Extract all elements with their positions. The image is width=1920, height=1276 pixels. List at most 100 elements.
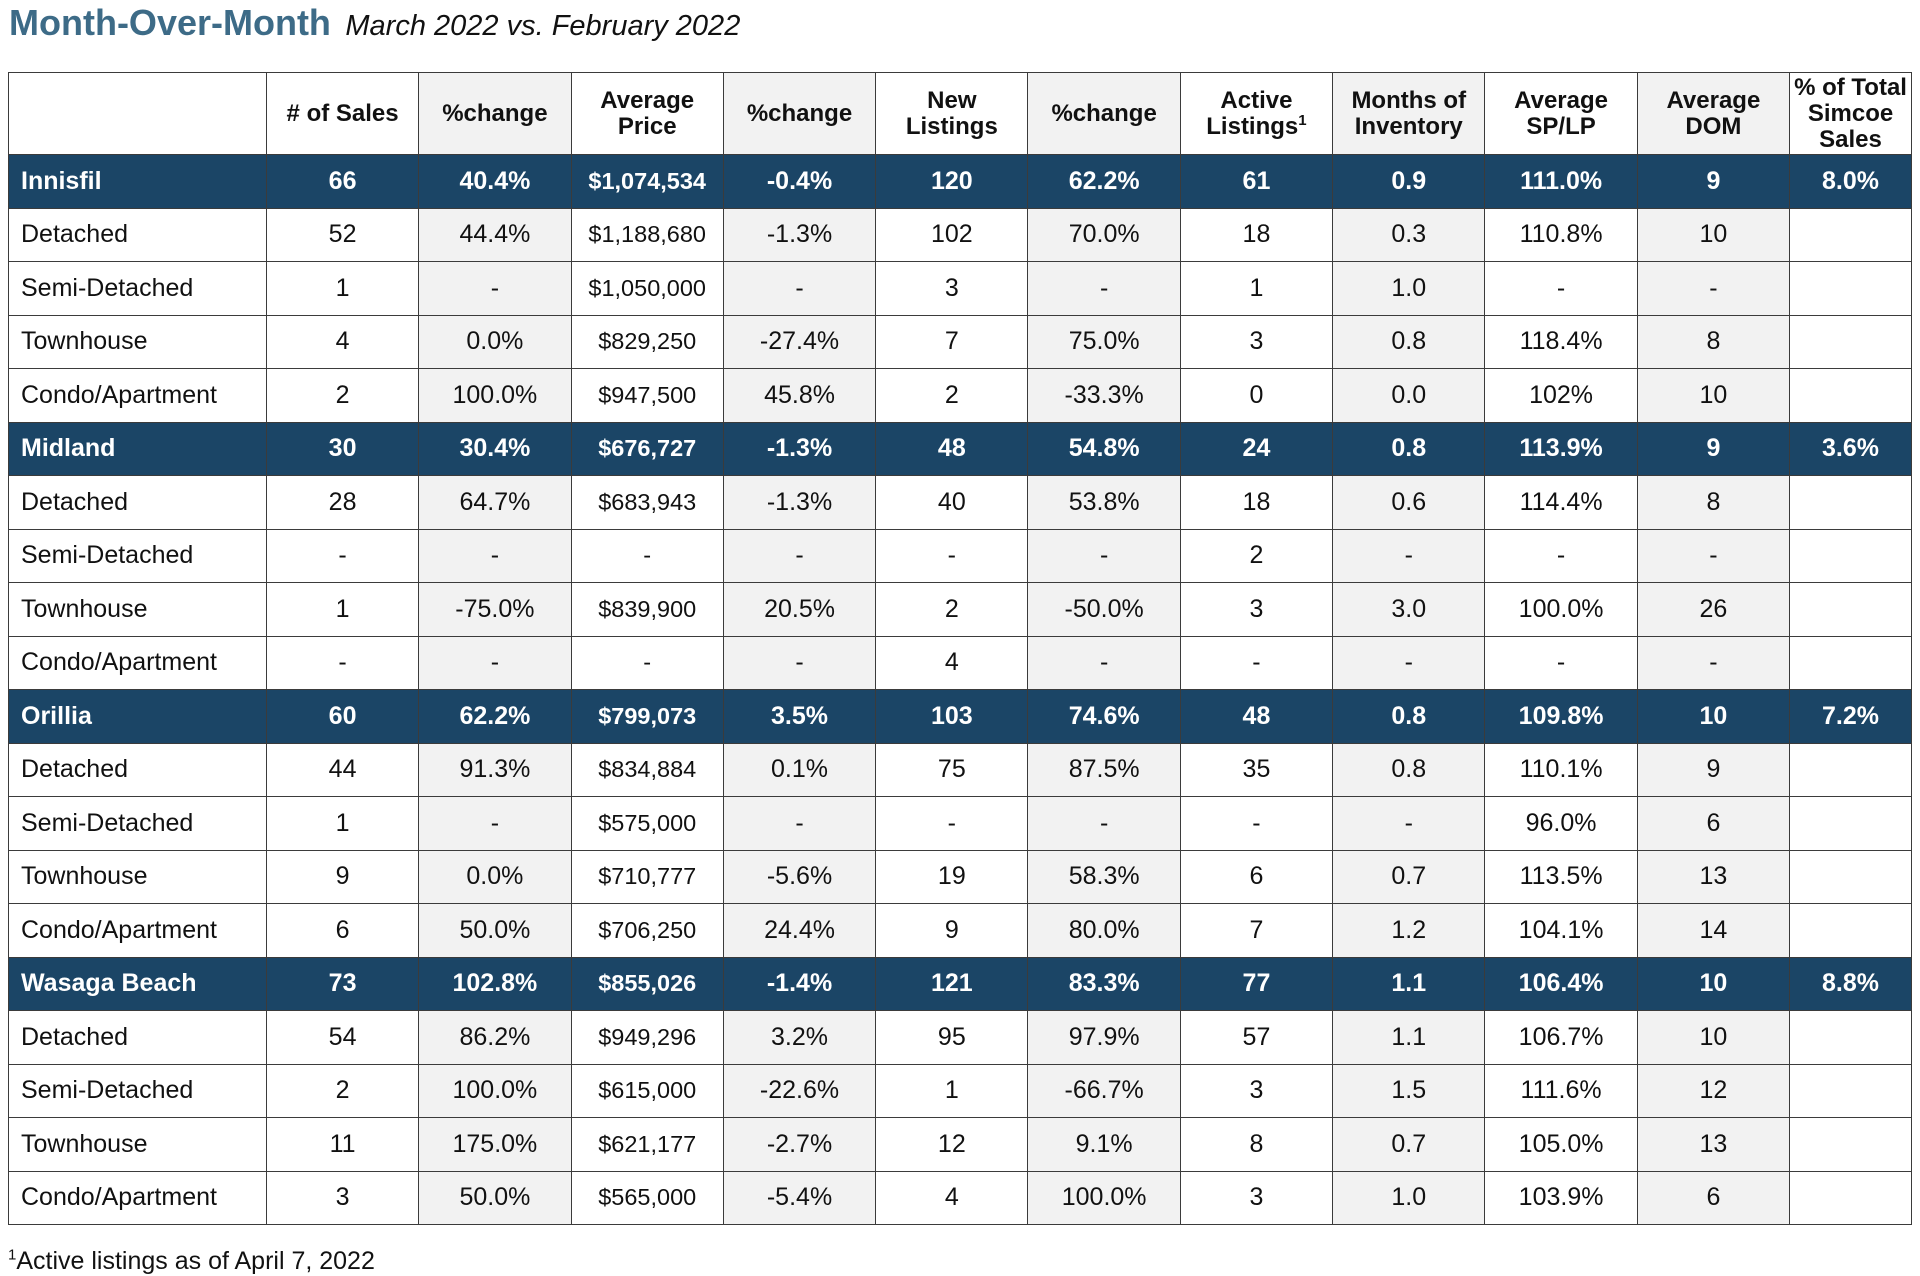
cell-price-change: -: [722, 261, 877, 316]
cell-months-inventory: 1.1: [1332, 956, 1486, 1011]
cell-pct-total-sales: [1789, 849, 1912, 904]
cell-months-inventory: 3.0: [1332, 582, 1486, 637]
property-type-label: Condo/Apartment: [8, 903, 267, 958]
cell-price-change: 24.4%: [722, 903, 877, 958]
header-sales-change: %change: [418, 72, 572, 155]
cell-sales-change: -75.0%: [418, 582, 572, 637]
cell-price-change: -1.3%: [722, 475, 877, 530]
cell-active-listings: 3: [1179, 1063, 1334, 1118]
cell-new-listings-change: 100.0%: [1027, 1170, 1181, 1225]
table-row: Detached 28 64.7% $683,943 -1.3% 40 53.8% 18 0.6…: [8, 475, 1912, 530]
header-active-listings-footnote-marker: 1: [1298, 111, 1307, 129]
cell-average-dom: 10: [1636, 956, 1791, 1011]
cell-average-dom: 8: [1636, 475, 1791, 530]
property-type-label: Detached: [8, 475, 267, 530]
cell-sp-lp: 110.8%: [1484, 207, 1638, 262]
cell-price-change: -27.4%: [722, 314, 877, 369]
cell-new-listings-change: -50.0%: [1027, 582, 1181, 637]
cell-average-price: $799,073: [570, 689, 724, 744]
cell-price-change: -1.4%: [722, 956, 877, 1011]
cell-sales: -: [265, 635, 420, 690]
cell-pct-total-sales: 7.2%: [1789, 689, 1912, 744]
table-row: Townhouse 4 0.0% $829,250 -27.4% 7 75.0% 3 0.8 11…: [8, 314, 1912, 369]
cell-active-listings: 48: [1179, 689, 1334, 744]
cell-sales-change: 0.0%: [418, 849, 572, 904]
cell-new-listings-change: 70.0%: [1027, 207, 1181, 262]
cell-average-dom: -: [1636, 528, 1791, 583]
cell-new-listings-change: 53.8%: [1027, 475, 1181, 530]
cell-pct-total-sales: [1789, 261, 1912, 316]
property-type-label: Condo/Apartment: [8, 368, 267, 423]
cell-new-listings: 3: [875, 261, 1029, 316]
cell-new-listings-change: -: [1027, 635, 1181, 690]
cell-sales-change: 86.2%: [418, 1010, 572, 1065]
header-pct-total-sales: % of Total Simcoe Sales: [1789, 72, 1912, 155]
cell-average-price: $855,026: [570, 956, 724, 1011]
cell-average-dom: 26: [1636, 582, 1791, 637]
cell-average-dom: 10: [1636, 1010, 1791, 1065]
cell-new-listings: -: [875, 528, 1029, 583]
footnote: 1Active listings as of April 7, 2022: [8, 1247, 375, 1276]
property-type-label: Detached: [8, 742, 267, 797]
cell-active-listings: -: [1179, 796, 1334, 851]
cell-pct-total-sales: [1789, 1117, 1912, 1172]
header-row: # of Sales %change Average Price %change…: [8, 72, 1912, 155]
cell-new-listings-change: 80.0%: [1027, 903, 1181, 958]
cell-average-dom: 6: [1636, 796, 1791, 851]
table-row: Semi-Detached - - - - - -2- - -: [8, 528, 1912, 583]
property-type-label: Condo/Apartment: [8, 635, 267, 690]
cell-sales-change: 50.0%: [418, 903, 572, 958]
property-type-label: Semi-Detached: [8, 528, 267, 583]
cell-new-listings: 7: [875, 314, 1029, 369]
cell-pct-total-sales: [1789, 796, 1912, 851]
cell-months-inventory: 0.9: [1332, 154, 1486, 209]
cell-sp-lp: 102%: [1484, 368, 1638, 423]
cell-price-change: -5.6%: [722, 849, 877, 904]
cell-new-listings-change: 75.0%: [1027, 314, 1181, 369]
cell-new-listings: 2: [875, 368, 1029, 423]
cell-months-inventory: 0.3: [1332, 207, 1486, 262]
cell-sales-change: -: [418, 261, 572, 316]
cell-sales-change: 175.0%: [418, 1117, 572, 1172]
cell-sp-lp: 109.8%: [1484, 689, 1638, 744]
table-row: Townhouse 1 -75.0% $839,900 20.5% 2 -50.0% 3 3.0…: [8, 582, 1912, 637]
cell-sp-lp: -: [1484, 635, 1638, 690]
header-new-listings: New Listings: [875, 72, 1029, 155]
cell-average-dom: 9: [1636, 421, 1791, 476]
area-summary-row: Innisfil 66 40.4% $1,074,534 -0.4% 120 62.2% 61…: [8, 154, 1912, 209]
area-summary-row: Wasaga Beach 73 102.8% $855,026 -1.4% 121 83.3…: [8, 956, 1912, 1011]
cell-active-listings: 3: [1179, 314, 1334, 369]
cell-new-listings-change: 62.2%: [1027, 154, 1181, 209]
cell-sales-change: 100.0%: [418, 1063, 572, 1118]
area-name: Wasaga Beach: [8, 956, 267, 1011]
cell-price-change: 20.5%: [722, 582, 877, 637]
cell-sp-lp: -: [1484, 261, 1638, 316]
header-average-dom: Average DOM: [1636, 72, 1791, 155]
cell-sp-lp: 106.4%: [1484, 956, 1638, 1011]
cell-months-inventory: 1.0: [1332, 261, 1486, 316]
cell-new-listings: -: [875, 796, 1029, 851]
cell-new-listings: 1: [875, 1063, 1029, 1118]
cell-pct-total-sales: [1789, 528, 1912, 583]
cell-new-listings: 4: [875, 1170, 1029, 1225]
table-header: # of Sales %change Average Price %change…: [8, 72, 1912, 155]
header-price-change: %change: [722, 72, 877, 155]
cell-months-inventory: -: [1332, 528, 1486, 583]
cell-pct-total-sales: [1789, 635, 1912, 690]
cell-new-listings-change: 97.9%: [1027, 1010, 1181, 1065]
cell-average-dom: 10: [1636, 368, 1791, 423]
table-row: Condo/Apartment 3 50.0% $565,000 -5.4% 4 100.0…: [8, 1170, 1912, 1225]
cell-sales-change: 44.4%: [418, 207, 572, 262]
cell-sp-lp: 113.9%: [1484, 421, 1638, 476]
cell-new-listings-change: -: [1027, 261, 1181, 316]
cell-price-change: -: [722, 528, 877, 583]
cell-sales: 54: [265, 1010, 420, 1065]
header-average-price: Average Price: [570, 72, 724, 155]
cell-sales-change: 50.0%: [418, 1170, 572, 1225]
cell-average-dom: -: [1636, 261, 1791, 316]
cell-new-listings: 103: [875, 689, 1029, 744]
cell-active-listings: 57: [1179, 1010, 1334, 1065]
cell-sales-change: -: [418, 528, 572, 583]
cell-new-listings-change: 58.3%: [1027, 849, 1181, 904]
cell-average-price: $949,296: [570, 1010, 724, 1065]
